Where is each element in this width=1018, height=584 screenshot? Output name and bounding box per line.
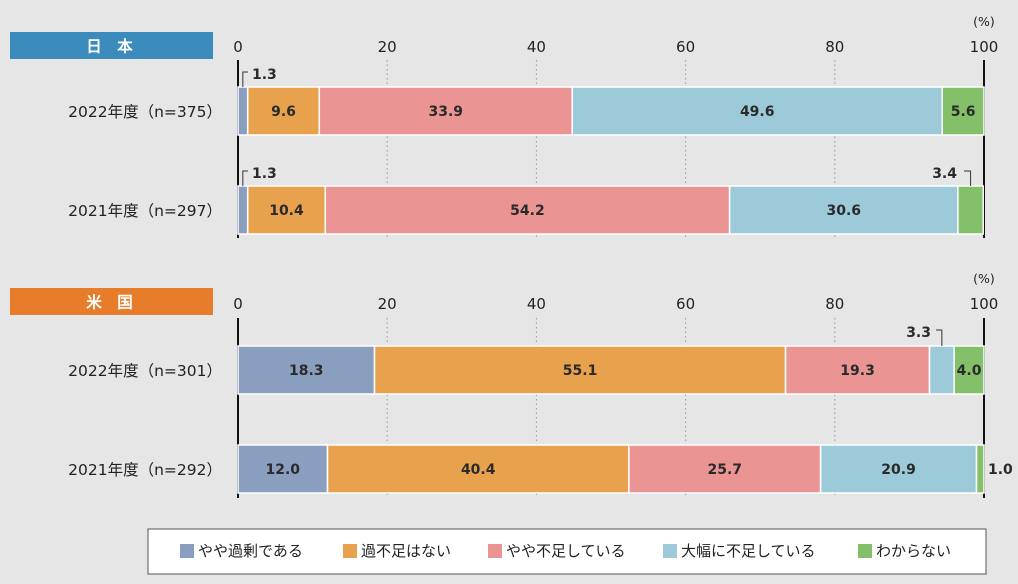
panel-0-row-1-label: 2021年度（n=297）	[68, 202, 222, 220]
panel-0-row-0-value-label-3: 49.6	[740, 104, 775, 120]
panel-0-row-1-bar-2	[324, 185, 731, 235]
legend-box	[147, 528, 987, 575]
panel-0-row-0-bar-2	[318, 86, 573, 136]
panel-0-row-1-value-label-4: 3.4	[932, 166, 957, 182]
panel-1-row-0-value-label-1: 55.1	[563, 363, 598, 379]
panel-0-row-0-label: 2022年度（n=375）	[68, 103, 222, 121]
panel-0-row-1-bar-3	[728, 185, 959, 235]
panel-0-row-1-leader-4	[964, 170, 972, 186]
panel-0-tick-label-80: 80	[825, 38, 844, 56]
panel-1-title-box	[10, 288, 213, 315]
panel-0-unit-label: (%)	[973, 14, 995, 29]
panel-1-row-0-value-label-4: 4.0	[957, 363, 982, 379]
panel-1-tick-label-40: 40	[527, 295, 546, 313]
panel-0-row-0-bar-4	[941, 86, 985, 136]
panel-0-row-0-value-label-1: 9.6	[271, 104, 296, 120]
panel-0-title: 日 本	[86, 37, 137, 56]
panel-0-row-0-bar-0	[237, 86, 249, 136]
panel-1-row-1-value-label-4: 1.0	[988, 462, 1013, 478]
legend-label-4: わからない	[876, 542, 951, 560]
panel-1-tick-label-80: 80	[825, 295, 844, 313]
panel-0-row-1-bar-4	[957, 185, 985, 235]
panel-1-row-1-value-label-3: 20.9	[881, 462, 916, 478]
panel-1-row-0-bar-4	[953, 345, 985, 395]
panel-1-unit-label: (%)	[973, 271, 995, 286]
panel-1-tick-label-0: 0	[233, 295, 243, 313]
panel-1-tick-label-20: 20	[378, 295, 397, 313]
panel-0-title-box	[10, 32, 213, 59]
panel-1-row-0-bar-3	[928, 345, 955, 395]
legend-label-2: やや不足している	[506, 542, 626, 560]
panel-0-row-1-value-label-1: 10.4	[269, 203, 304, 219]
panel-1-row-1-value-label-0: 12.0	[265, 462, 300, 478]
panel-0-row-1-bar-1	[246, 185, 327, 235]
panel-1-row-0-value-label-2: 19.3	[840, 363, 875, 379]
panel-1-tick-label-100: 100	[970, 295, 999, 313]
legend-swatch-4	[858, 544, 872, 558]
panel-1-row-1-value-label-2: 25.7	[707, 462, 742, 478]
panel-0-tick-label-0: 0	[233, 38, 243, 56]
panel-1-row-1-bar-0	[237, 444, 329, 494]
legend-label-1: 過不足はない	[361, 542, 451, 560]
panel-0-row-0-value-label-2: 33.9	[428, 104, 463, 120]
panel-0-row-1-bar-0	[237, 185, 249, 235]
legend-swatch-3	[663, 544, 677, 558]
panel-0-tick-label-100: 100	[970, 38, 999, 56]
panel-0-row-0-value-label-4: 5.6	[951, 104, 976, 120]
panel-1-row-0-leader-3	[936, 329, 943, 346]
panel-0-tick-label-40: 40	[527, 38, 546, 56]
legend-swatch-2	[488, 544, 502, 558]
panel-1-title: 米 国	[86, 293, 137, 312]
panel-0-row-1-value-label-0: 1.3	[252, 166, 277, 182]
panel-0-row-1-leader-0	[242, 170, 248, 186]
panel-0-row-0-bar-3	[571, 86, 943, 136]
panel-1-row-1-bar-4	[975, 444, 985, 494]
panel-1-row-0-bar-1	[373, 345, 787, 395]
legend-swatch-0	[180, 544, 194, 558]
legend-label-0: やや過剰である	[198, 542, 303, 560]
panel-0-row-1-value-label-2: 54.2	[510, 203, 545, 219]
panel-1-row-0-bar-2	[784, 345, 931, 395]
panel-1-row-0-value-label-0: 18.3	[289, 363, 324, 379]
panel-0-row-0-bar-1	[246, 86, 321, 136]
panel-1-row-1-value-label-1: 40.4	[461, 462, 496, 478]
legend-swatch-1	[343, 544, 357, 558]
panel-0-row-1-value-label-3: 30.6	[826, 203, 861, 219]
panel-0-tick-label-60: 60	[676, 38, 695, 56]
legend-label-3: 大幅に不足している	[681, 542, 816, 560]
panel-0-tick-label-20: 20	[378, 38, 397, 56]
panel-1-row-0-label: 2022年度（n=301）	[68, 362, 222, 380]
panel-0-row-0-value-label-0: 1.3	[252, 67, 277, 83]
panel-1-row-0-value-label-3: 3.3	[906, 325, 931, 341]
panel-1-row-1-label: 2021年度（n=292）	[68, 461, 222, 479]
panel-1-row-0-bar-0	[237, 345, 376, 395]
panel-1-tick-label-60: 60	[676, 295, 695, 313]
panel-0-row-0-leader-0	[242, 71, 248, 87]
